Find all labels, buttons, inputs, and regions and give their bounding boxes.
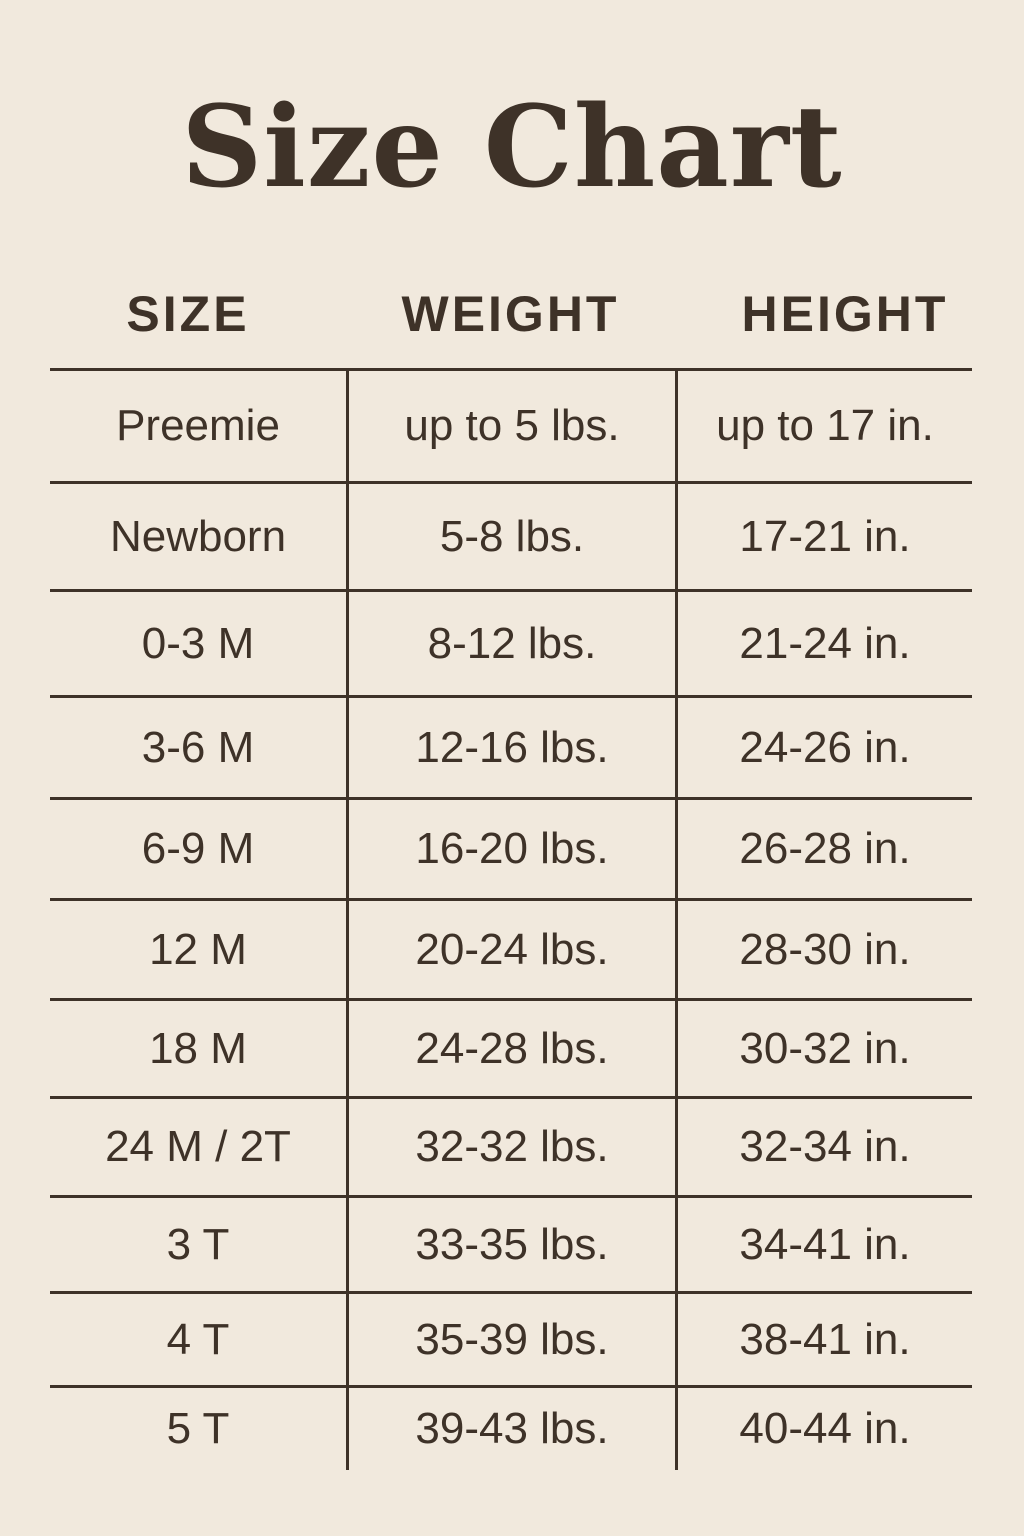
size-table: Preemie up to 5 lbs. up to 17 in. Newborn 5-… xyxy=(50,368,972,1470)
cell-size: 0-3 M xyxy=(141,618,255,668)
cell-weight: 12-16 lbs. xyxy=(346,698,675,797)
cell-size: 5 T xyxy=(166,1404,230,1453)
table-row: 3 T 33-35 lbs. 34-41 in. xyxy=(50,1195,972,1291)
table-row: 24 M / 2T 32-32 lbs. 32-34 in. xyxy=(50,1096,972,1195)
cell-height: 38-41 in. xyxy=(675,1294,972,1385)
table-row: 6-9 M 16-20 lbs. 26-28 in. xyxy=(50,797,972,898)
cell-size: 12 M xyxy=(149,924,247,974)
cell-weight: 8-12 lbs. xyxy=(346,592,675,695)
cell-size: Preemie xyxy=(116,401,280,450)
cell-size: 4 T xyxy=(166,1314,230,1364)
page-title: Size Chart xyxy=(181,82,843,213)
cell-height: 28-30 in. xyxy=(675,901,972,998)
cell-size: 3 T xyxy=(166,1219,230,1269)
table-row: Preemie up to 5 lbs. up to 17 in. xyxy=(50,368,972,481)
cell-height: 24-26 in. xyxy=(675,698,972,797)
cell-size: 3-6 M xyxy=(141,722,255,772)
column-header-height: HEIGHT xyxy=(741,286,949,342)
table-row: 12 M 20-24 lbs. 28-30 in. xyxy=(50,898,972,998)
cell-height: 17-21 in. xyxy=(675,484,972,589)
cell-weight: 32-32 lbs. xyxy=(346,1099,675,1195)
cell-height: 34-41 in. xyxy=(675,1198,972,1291)
cell-weight: 5-8 lbs. xyxy=(346,484,675,589)
cell-weight: 39-43 lbs. xyxy=(346,1388,675,1470)
table-row: Newborn 5-8 lbs. 17-21 in. xyxy=(50,481,972,589)
table-row: 4 T 35-39 lbs. 38-41 in. xyxy=(50,1291,972,1385)
cell-size: Newborn xyxy=(109,511,287,561)
cell-height: 32-34 in. xyxy=(675,1099,972,1195)
cell-size: 6-9 M xyxy=(141,824,255,873)
cell-weight: 33-35 lbs. xyxy=(346,1198,675,1291)
cell-weight: 35-39 lbs. xyxy=(346,1294,675,1385)
cell-height: 30-32 in. xyxy=(675,1001,972,1096)
cell-height: 40-44 in. xyxy=(675,1388,972,1470)
cell-weight: 16-20 lbs. xyxy=(346,800,675,898)
cell-weight: up to 5 lbs. xyxy=(346,371,675,481)
cell-weight: 24-28 lbs. xyxy=(346,1001,675,1096)
table-row: 5 T 39-43 lbs. 40-44 in. xyxy=(50,1385,972,1470)
cell-height: up to 17 in. xyxy=(675,371,972,481)
column-header-size: SIZE xyxy=(126,286,250,342)
cell-height: 26-28 in. xyxy=(675,800,972,898)
cell-weight: 20-24 lbs. xyxy=(346,901,675,998)
cell-size: 18 M xyxy=(149,1023,247,1073)
table-row: 3-6 M 12-16 lbs. 24-26 in. xyxy=(50,695,972,797)
column-header-weight: WEIGHT xyxy=(401,286,620,342)
cell-size: 24 M / 2T xyxy=(105,1122,291,1171)
cell-height: 21-24 in. xyxy=(675,592,972,695)
table-row: 0-3 M 8-12 lbs. 21-24 in. xyxy=(50,589,972,695)
table-row: 18 M 24-28 lbs. 30-32 in. xyxy=(50,998,972,1096)
